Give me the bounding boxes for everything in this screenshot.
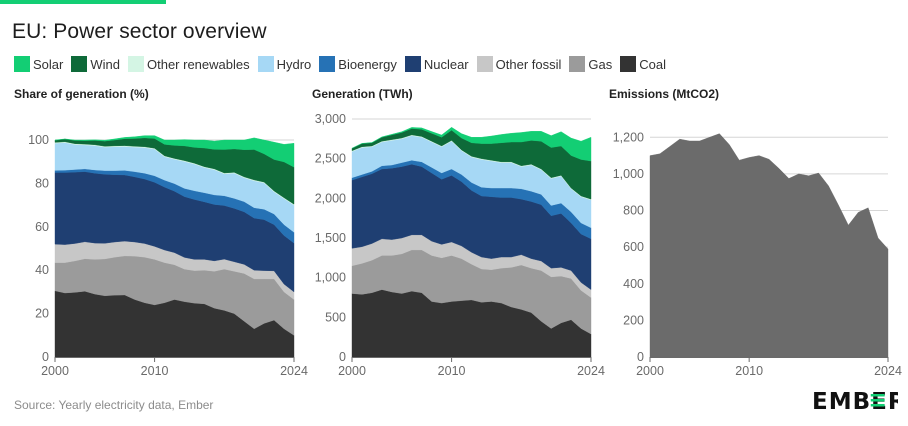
y-tick-label: 100: [28, 133, 49, 147]
legend-label: Bioenergy: [338, 56, 397, 72]
legend-swatch-other-fossil: [476, 56, 493, 72]
area-series-solar: [54, 135, 295, 168]
emissions-chart-title: Emissions (MtCO2): [609, 87, 720, 101]
x-tick-label: 2000: [636, 364, 664, 378]
y-tick-label: 1,200: [613, 130, 644, 144]
legend-item-other-renewables: Other renewables: [127, 56, 250, 72]
legend-swatch-other-renewables: [127, 56, 144, 72]
legend-item-wind: Wind: [71, 56, 120, 72]
legend-swatch-hydro: [257, 56, 274, 72]
y-tick-label: 1,000: [315, 271, 346, 285]
legend-label: Gas: [588, 56, 613, 72]
y-tick-label: 2,500: [315, 152, 346, 166]
x-tick-label: 2000: [41, 364, 69, 378]
y-tick-label: 0: [637, 350, 644, 364]
x-tick-label: 2024: [577, 364, 605, 378]
legend-swatch-bioenergy: [319, 56, 336, 72]
y-tick-label: 1,500: [315, 231, 346, 245]
share-chart-title: Share of generation (%): [14, 87, 149, 101]
y-tick-label: 0: [42, 350, 49, 364]
legend-item-other-fossil: Other fossil: [476, 56, 562, 72]
x-tick-label: 2010: [438, 364, 466, 378]
legend-label: Nuclear: [423, 56, 469, 72]
y-tick-label: 0: [339, 350, 346, 364]
y-tick-label: 2,000: [315, 191, 346, 205]
legend-item-nuclear: Nuclear: [404, 56, 469, 72]
x-tick-label: 2000: [338, 364, 366, 378]
y-tick-label: 40: [35, 263, 49, 277]
page-title: EU: Power sector overview: [12, 20, 267, 43]
brand-accent-bar: [0, 0, 166, 4]
area-series-emissions: [649, 133, 889, 358]
logo-accent-bar: [870, 399, 885, 402]
y-tick-label: 3,000: [315, 112, 346, 126]
ember-logo-mark: EMBER: [812, 389, 906, 415]
legend-label: Other renewables: [146, 56, 250, 72]
y-tick-label: 80: [35, 176, 49, 190]
legend-label: Hydro: [276, 56, 312, 72]
x-tick-label: 2010: [735, 364, 763, 378]
legend-item-gas: Gas: [569, 56, 612, 72]
legend-swatch-coal: [620, 56, 637, 72]
y-tick-label: 600: [623, 240, 644, 254]
y-tick-label: 60: [35, 220, 49, 234]
logo-accent-bar: [870, 404, 885, 407]
legend-label: Coal: [639, 56, 666, 72]
legend-label: Solar: [33, 56, 64, 72]
ember-logo: EMBER: [812, 387, 906, 420]
y-tick-label: 1,000: [613, 167, 644, 181]
legend-label: Wind: [90, 56, 120, 72]
area-series-solar: [351, 127, 592, 162]
logo-text: EMBER: [812, 389, 898, 415]
legend-item-coal: Coal: [620, 56, 666, 72]
x-tick-label: 2024: [280, 364, 308, 378]
legend-item-solar: Solar: [14, 56, 63, 72]
legend-label: Other fossil: [495, 56, 562, 72]
y-tick-label: 500: [325, 310, 346, 324]
legend-item-hydro: Hydro: [257, 56, 312, 72]
legend-swatch-wind: [71, 56, 88, 72]
x-tick-label: 2024: [874, 364, 902, 378]
legend-swatch-gas: [569, 56, 586, 72]
y-tick-label: 200: [623, 313, 644, 327]
legend-swatch-solar: [14, 56, 30, 72]
logo-accent-bar: [870, 394, 885, 397]
legend-item-bioenergy: Bioenergy: [319, 56, 397, 72]
y-tick-label: 800: [623, 204, 644, 218]
legend: Solar Wind Other renewables Hydro Bioenergy N…: [14, 56, 674, 72]
generation-chart-title: Generation (TWh): [312, 87, 413, 101]
legend-swatch-nuclear: [404, 56, 421, 72]
y-tick-label: 20: [35, 307, 49, 321]
source-note: Source: Yearly electricity data, Ember: [14, 398, 214, 412]
x-tick-label: 2010: [141, 364, 169, 378]
y-tick-label: 400: [623, 277, 644, 291]
